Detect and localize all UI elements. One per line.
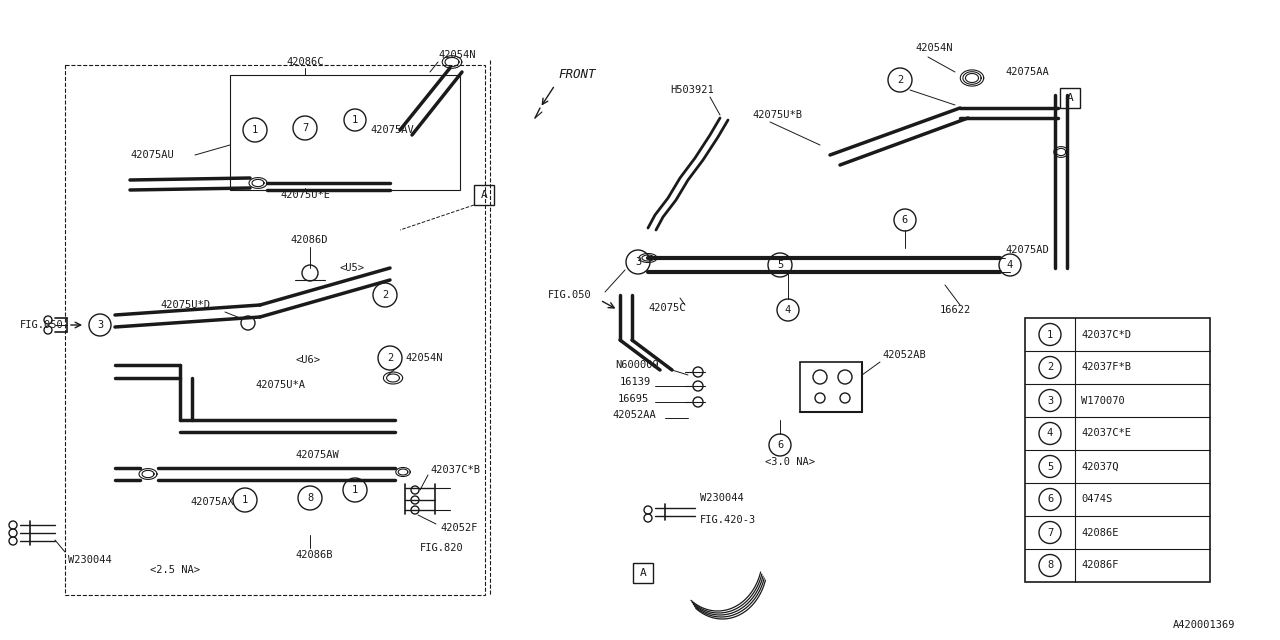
Text: 3: 3 <box>1047 396 1053 406</box>
Text: 2: 2 <box>387 353 393 363</box>
Text: 42075C: 42075C <box>648 303 686 313</box>
Text: 42075AD: 42075AD <box>1005 245 1048 255</box>
Text: 42075U*A: 42075U*A <box>255 380 305 390</box>
Text: 42075AX: 42075AX <box>189 497 234 507</box>
Text: 4: 4 <box>785 305 791 315</box>
Text: A: A <box>640 568 646 578</box>
Text: 3: 3 <box>97 320 104 330</box>
Text: 42037C*D: 42037C*D <box>1082 330 1132 339</box>
Text: W170070: W170070 <box>1082 396 1125 406</box>
Text: 8: 8 <box>307 493 314 503</box>
Text: FRONT: FRONT <box>558 68 595 81</box>
Text: 1: 1 <box>242 495 248 505</box>
Text: 2: 2 <box>381 290 388 300</box>
Text: 42086C: 42086C <box>287 57 324 67</box>
Text: 42086E: 42086E <box>1082 527 1119 538</box>
Bar <box>65 65 485 595</box>
Text: 42037C*E: 42037C*E <box>1082 429 1132 438</box>
Text: <U6>: <U6> <box>294 355 320 365</box>
Text: 42086D: 42086D <box>291 235 328 245</box>
Text: 2: 2 <box>897 75 904 85</box>
Text: <2.5 NA>: <2.5 NA> <box>150 565 200 575</box>
Bar <box>230 75 460 190</box>
Text: 16622: 16622 <box>940 305 972 315</box>
Text: 42037Q: 42037Q <box>1082 461 1119 472</box>
Text: 42054N: 42054N <box>915 43 952 53</box>
Text: 6: 6 <box>902 215 908 225</box>
Text: 42075AA: 42075AA <box>1005 67 1048 77</box>
Text: <U5>: <U5> <box>340 263 365 273</box>
Text: 1: 1 <box>352 485 358 495</box>
Text: 7: 7 <box>1047 527 1053 538</box>
Text: 42075AU: 42075AU <box>131 150 174 160</box>
Text: A420001369: A420001369 <box>1172 620 1235 630</box>
Text: 42054N: 42054N <box>438 50 475 60</box>
Text: 3: 3 <box>635 257 641 267</box>
Text: W230044: W230044 <box>68 555 111 565</box>
Text: 0474S: 0474S <box>1082 495 1112 504</box>
Text: 42075U*B: 42075U*B <box>753 110 803 120</box>
Text: 6: 6 <box>1047 495 1053 504</box>
Text: H503921: H503921 <box>669 85 714 95</box>
Text: A: A <box>480 190 488 200</box>
Text: 42037F*B: 42037F*B <box>1082 362 1132 372</box>
Text: 42037C*B: 42037C*B <box>430 465 480 475</box>
Text: FIG.420-3: FIG.420-3 <box>700 515 756 525</box>
Text: 42052AA: 42052AA <box>612 410 655 420</box>
Bar <box>634 563 653 583</box>
Text: 42052F: 42052F <box>440 523 477 533</box>
Text: W230044: W230044 <box>700 493 744 503</box>
Text: 7: 7 <box>302 123 308 133</box>
Text: 42086F: 42086F <box>1082 561 1119 570</box>
Text: <3.0 NA>: <3.0 NA> <box>765 457 815 467</box>
Text: 4: 4 <box>1047 429 1053 438</box>
Text: 42052AB: 42052AB <box>882 350 925 360</box>
Text: N600009: N600009 <box>614 360 659 370</box>
Text: 42075AV: 42075AV <box>370 125 413 135</box>
Text: FIG.820: FIG.820 <box>420 543 463 553</box>
Text: 42086B: 42086B <box>294 550 333 560</box>
Text: 42054N: 42054N <box>404 353 443 363</box>
Text: 16139: 16139 <box>620 377 652 387</box>
Text: FIG.050: FIG.050 <box>20 320 64 330</box>
Text: A: A <box>1066 93 1074 103</box>
Text: 1: 1 <box>252 125 259 135</box>
Text: 16695: 16695 <box>618 394 649 404</box>
Text: 5: 5 <box>1047 461 1053 472</box>
Bar <box>1060 88 1080 108</box>
Text: 4: 4 <box>1007 260 1014 270</box>
Text: 42075AW: 42075AW <box>294 450 339 460</box>
Bar <box>1025 318 1210 582</box>
Text: FIG.050: FIG.050 <box>548 290 591 300</box>
Text: 42075U*E: 42075U*E <box>280 190 330 200</box>
Bar <box>800 362 861 412</box>
Text: 1: 1 <box>1047 330 1053 339</box>
Text: 5: 5 <box>777 260 783 270</box>
Text: 42075U*D: 42075U*D <box>160 300 210 310</box>
Text: 2: 2 <box>1047 362 1053 372</box>
Bar <box>474 185 494 205</box>
Text: 6: 6 <box>777 440 783 450</box>
Text: 1: 1 <box>352 115 358 125</box>
Text: 8: 8 <box>1047 561 1053 570</box>
